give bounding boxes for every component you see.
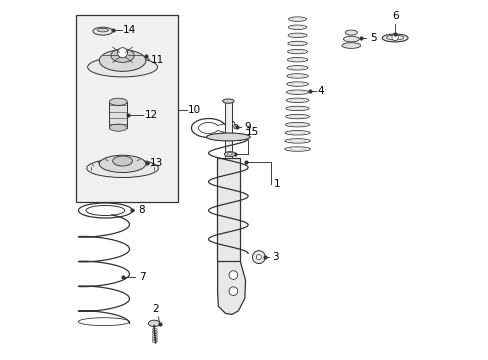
- Ellipse shape: [222, 99, 234, 103]
- Text: 11: 11: [150, 55, 163, 65]
- Text: 15: 15: [245, 127, 258, 137]
- Ellipse shape: [345, 30, 357, 35]
- Ellipse shape: [284, 147, 310, 151]
- Ellipse shape: [285, 98, 308, 103]
- Ellipse shape: [287, 33, 306, 37]
- Bar: [109, 102, 127, 128]
- Text: 10: 10: [188, 105, 201, 115]
- Circle shape: [233, 125, 238, 129]
- Ellipse shape: [386, 35, 403, 40]
- Ellipse shape: [99, 155, 145, 172]
- Bar: [224, 101, 231, 158]
- Ellipse shape: [285, 114, 309, 119]
- Ellipse shape: [224, 152, 235, 157]
- Ellipse shape: [112, 156, 132, 166]
- Text: 8: 8: [138, 205, 144, 215]
- Text: 6: 6: [391, 12, 398, 22]
- Ellipse shape: [287, 49, 307, 54]
- Ellipse shape: [285, 131, 309, 135]
- Circle shape: [117, 48, 127, 58]
- Ellipse shape: [286, 90, 308, 94]
- Ellipse shape: [287, 58, 307, 62]
- Circle shape: [228, 287, 237, 296]
- Text: 1: 1: [273, 179, 280, 189]
- Ellipse shape: [93, 27, 112, 35]
- Ellipse shape: [206, 133, 250, 141]
- Text: 14: 14: [123, 26, 136, 35]
- Ellipse shape: [111, 49, 134, 62]
- Ellipse shape: [286, 66, 307, 70]
- Ellipse shape: [97, 28, 108, 32]
- Ellipse shape: [382, 34, 407, 42]
- Ellipse shape: [86, 159, 158, 177]
- Text: 13: 13: [149, 158, 163, 168]
- Bar: [217, 158, 239, 261]
- Circle shape: [391, 34, 398, 41]
- Ellipse shape: [287, 41, 306, 46]
- Ellipse shape: [109, 98, 127, 105]
- Polygon shape: [217, 257, 245, 315]
- Text: 5: 5: [369, 33, 376, 42]
- Text: 9: 9: [244, 122, 251, 132]
- Text: 7: 7: [139, 272, 145, 282]
- Ellipse shape: [288, 25, 306, 30]
- Ellipse shape: [286, 74, 307, 78]
- Ellipse shape: [227, 153, 232, 155]
- Ellipse shape: [343, 36, 359, 42]
- Ellipse shape: [99, 50, 145, 71]
- Ellipse shape: [286, 82, 308, 86]
- Ellipse shape: [285, 106, 308, 111]
- Text: 12: 12: [144, 110, 157, 120]
- Text: 4: 4: [317, 86, 323, 96]
- Circle shape: [252, 251, 265, 264]
- Ellipse shape: [341, 42, 360, 48]
- Bar: [76, 15, 178, 202]
- Circle shape: [256, 255, 261, 260]
- Ellipse shape: [285, 122, 309, 127]
- Ellipse shape: [285, 139, 309, 143]
- Ellipse shape: [87, 57, 157, 77]
- Ellipse shape: [109, 124, 127, 131]
- Ellipse shape: [86, 206, 124, 216]
- Ellipse shape: [288, 17, 306, 21]
- Ellipse shape: [148, 320, 160, 327]
- Circle shape: [228, 271, 237, 279]
- Text: 3: 3: [272, 252, 279, 262]
- Text: 2: 2: [152, 304, 159, 314]
